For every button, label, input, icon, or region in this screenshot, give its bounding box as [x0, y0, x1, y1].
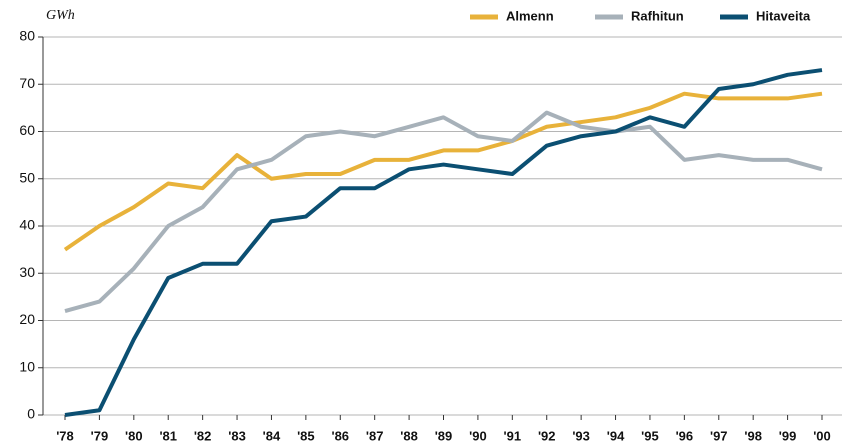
y-tick-label: 80: [19, 28, 35, 44]
x-tick-label: '92: [538, 428, 556, 443]
x-tick-label: '82: [194, 428, 212, 443]
x-tick-label: '88: [400, 428, 418, 443]
x-tick-label: '94: [607, 428, 625, 443]
x-tick-label: '98: [744, 428, 762, 443]
x-tick-label: '89: [435, 428, 453, 443]
y-tick-label: 60: [19, 122, 35, 138]
x-tick-label: '79: [91, 428, 109, 443]
y-tick-label: 0: [27, 406, 35, 422]
x-tick-label: '97: [710, 428, 728, 443]
unit-label: GWh: [46, 8, 75, 23]
x-tick-label: '84: [263, 428, 281, 443]
y-tick-label: 20: [19, 311, 35, 327]
x-tick-label: '78: [56, 428, 74, 443]
x-tick-label: '85: [297, 428, 315, 443]
y-tick-label: 10: [19, 358, 35, 374]
x-tick-label: '83: [228, 428, 246, 443]
y-tick-label: 50: [19, 169, 35, 185]
series-line: [64, 110, 823, 313]
y-tick-label: 40: [19, 217, 35, 233]
x-tick-label: '93: [572, 428, 590, 443]
x-tick-label: '81: [159, 428, 177, 443]
x-tick-label: '91: [504, 428, 522, 443]
legend-label: Rafhitun: [631, 8, 684, 23]
legend-label: Almenn: [506, 8, 554, 23]
x-tick-label: '95: [641, 428, 659, 443]
x-tick-label: '96: [676, 428, 694, 443]
series-line: [63, 91, 823, 252]
x-tick-label: '90: [469, 428, 487, 443]
x-tick-label: '00: [813, 428, 831, 443]
x-tick-label: '80: [125, 428, 143, 443]
y-tick-label: 30: [19, 264, 35, 280]
legend-label: Hitaveita: [756, 8, 811, 23]
series-line: [64, 68, 823, 417]
y-tick-label: 70: [19, 75, 35, 91]
x-tick-label: '99: [779, 428, 797, 443]
x-tick-label: '86: [331, 428, 349, 443]
x-tick-label: '87: [366, 428, 384, 443]
